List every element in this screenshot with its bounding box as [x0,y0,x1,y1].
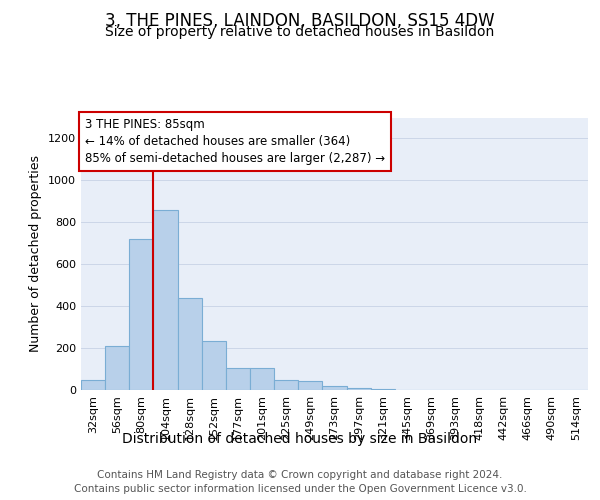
Bar [129,239,154,390]
Bar [298,380,322,390]
Bar [81,380,105,390]
Bar [250,368,274,390]
Bar [154,210,178,390]
Bar [226,368,250,390]
Text: Size of property relative to detached houses in Basildon: Size of property relative to detached ho… [106,25,494,39]
Text: 3, THE PINES, LAINDON, BASILDON, SS15 4DW: 3, THE PINES, LAINDON, BASILDON, SS15 4D… [105,12,495,30]
Bar [347,388,371,390]
Bar [178,298,202,390]
Bar [274,380,298,390]
Bar [322,386,347,390]
Bar [202,340,226,390]
Text: 3 THE PINES: 85sqm
← 14% of detached houses are smaller (364)
85% of semi-detach: 3 THE PINES: 85sqm ← 14% of detached hou… [85,118,385,164]
Text: Contains HM Land Registry data © Crown copyright and database right 2024.: Contains HM Land Registry data © Crown c… [97,470,503,480]
Text: Contains public sector information licensed under the Open Government Licence v3: Contains public sector information licen… [74,484,526,494]
Text: Distribution of detached houses by size in Basildon: Distribution of detached houses by size … [122,432,478,446]
Y-axis label: Number of detached properties: Number of detached properties [29,155,43,352]
Bar [105,346,129,390]
Bar [371,389,395,390]
